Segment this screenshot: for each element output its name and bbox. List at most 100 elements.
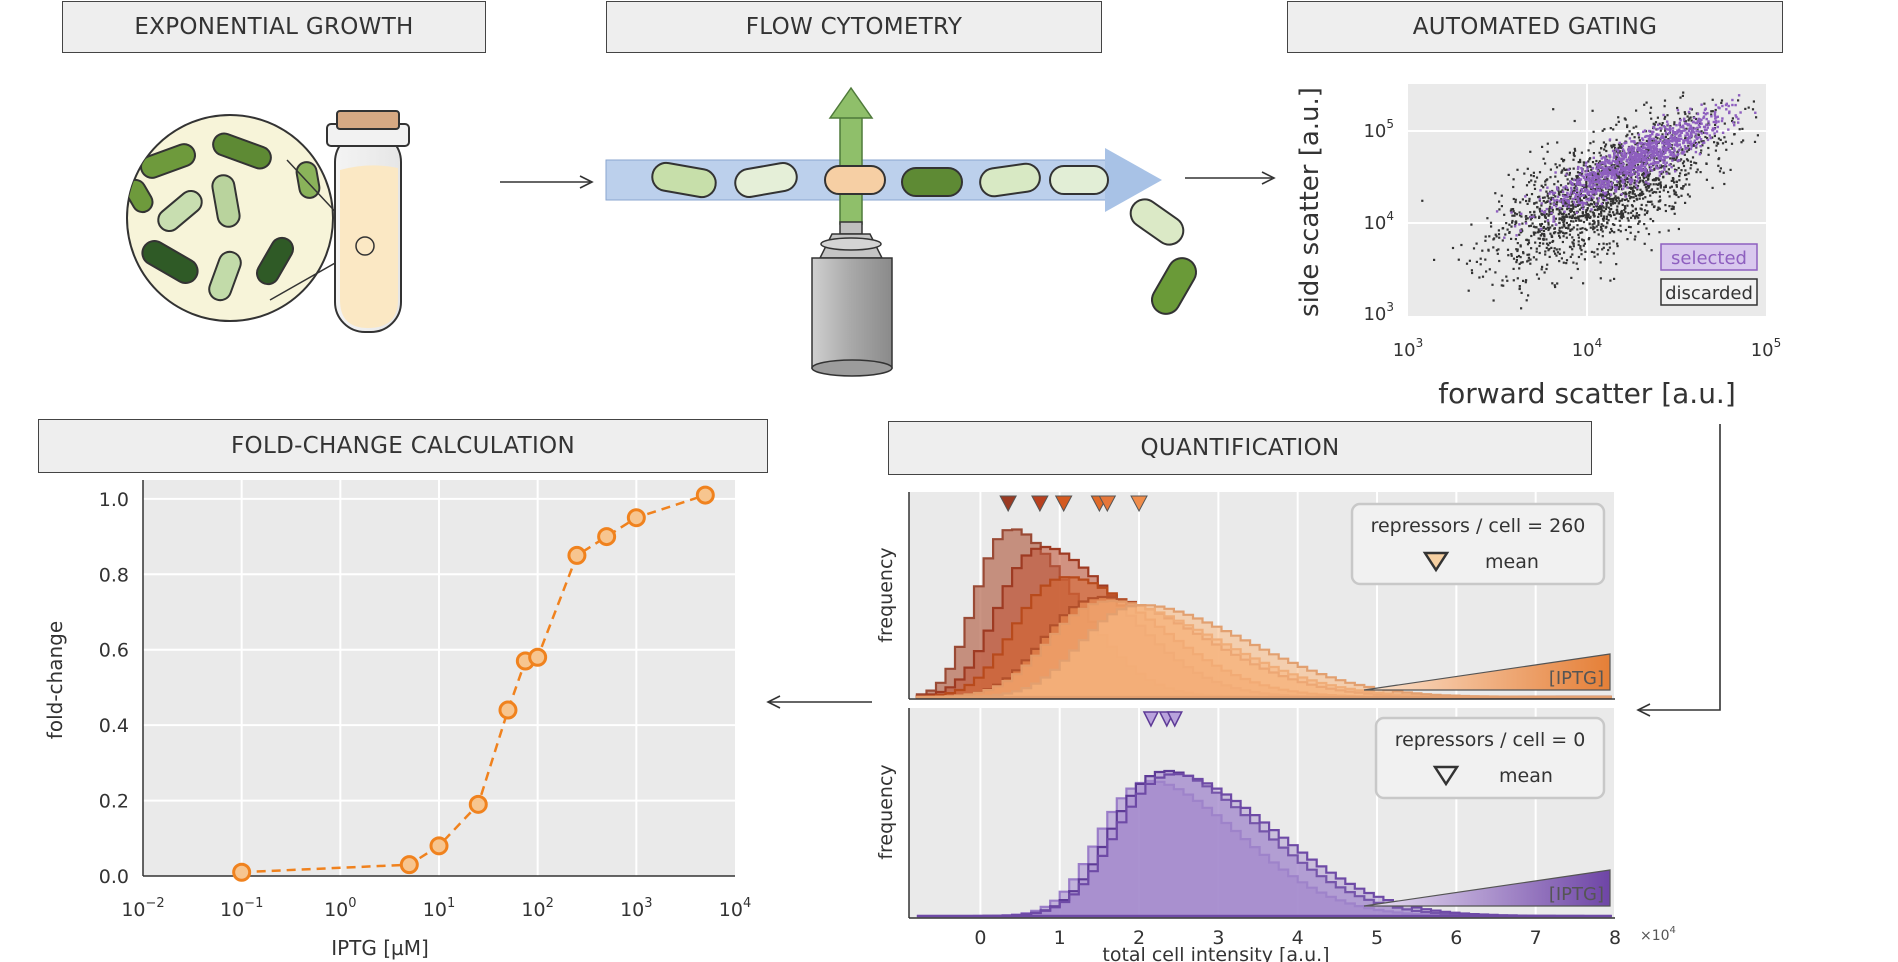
gating-point-discarded: [1571, 192, 1574, 195]
gating-point-selected: [1706, 138, 1710, 142]
gating-point-selected: [1648, 168, 1652, 171]
gating-point-discarded: [1706, 137, 1709, 140]
gating-point-discarded: [1622, 171, 1625, 174]
gating-point-discarded: [1540, 212, 1543, 215]
gating-point-discarded: [1548, 205, 1552, 208]
gating-point-discarded: [1621, 214, 1624, 217]
gating-point-selected: [1578, 191, 1581, 194]
gating-point-discarded: [1651, 203, 1654, 206]
gating-point-discarded: [1669, 157, 1672, 160]
gating-point-discarded: [1670, 208, 1673, 211]
gating-point-discarded: [1673, 193, 1676, 196]
gating-point-selected: [1602, 185, 1606, 189]
gating-point-discarded: [1637, 136, 1641, 139]
gating-point-discarded: [1526, 167, 1529, 170]
gating-point-selected: [1682, 129, 1685, 132]
gating-point-discarded: [1569, 229, 1572, 232]
gating-point-discarded: [1534, 180, 1537, 183]
gating-point-selected: [1594, 172, 1597, 175]
gating-point-selected: [1600, 180, 1603, 183]
gating-ylabel: side scatter [a.u.]: [1295, 87, 1325, 317]
gating-point-discarded: [1605, 176, 1608, 179]
foldchange-xtick: 104: [719, 896, 751, 921]
gating-point-discarded: [1655, 183, 1658, 186]
gating-point-selected: [1654, 142, 1658, 146]
gating-point-selected: [1634, 156, 1637, 159]
gating-point-discarded: [1617, 165, 1620, 168]
gating-point-selected: [1687, 129, 1691, 133]
gating-point-selected: [1716, 115, 1719, 118]
gating-point-selected: [1594, 176, 1597, 180]
gating-point-discarded: [1697, 141, 1701, 144]
gating-point-discarded: [1518, 233, 1521, 236]
gating-point-discarded: [1610, 230, 1614, 233]
gating-point-selected: [1634, 160, 1637, 163]
gating-point-discarded: [1693, 161, 1696, 164]
gating-point-discarded: [1573, 183, 1576, 186]
foldchange-point: [695, 485, 715, 505]
gating-point-discarded: [1658, 122, 1661, 125]
gating-point-selected: [1754, 111, 1757, 114]
gating-point-discarded: [1720, 99, 1724, 102]
gating-point-discarded: [1538, 171, 1542, 174]
gating-point-selected: [1716, 125, 1719, 129]
gating-point-discarded: [1599, 277, 1602, 280]
gating-point-discarded: [1565, 262, 1568, 265]
gating-point-discarded: [1551, 282, 1554, 285]
gating-point-discarded: [1670, 179, 1673, 182]
legend-discarded: discarded: [1665, 283, 1753, 304]
gating-point-discarded: [1537, 230, 1540, 233]
gating-point-selected: [1731, 103, 1734, 107]
gating-point-selected: [1575, 211, 1579, 214]
gating-point-selected: [1709, 136, 1712, 140]
gating-point-discarded: [1663, 186, 1666, 189]
gating-point-selected: [1673, 155, 1677, 158]
gating-point-discarded: [1605, 215, 1608, 218]
gating-point-selected: [1632, 155, 1635, 158]
gating-point-discarded: [1576, 195, 1579, 199]
gating-point-selected: [1662, 160, 1666, 163]
gating-point-selected: [1622, 187, 1625, 190]
gating-point-discarded: [1695, 112, 1698, 115]
gating-point-selected: [1605, 186, 1608, 189]
gating-point-selected: [1686, 146, 1689, 150]
gating-xtick-2: 105: [1751, 336, 1782, 361]
gating-point-discarded: [1544, 253, 1547, 256]
gating-point-discarded: [1581, 227, 1584, 230]
gating-point-selected: [1614, 189, 1617, 192]
gating-point-selected: [1583, 187, 1587, 191]
quant-top-mean-marker: [999, 495, 1017, 513]
gating-point-discarded: [1631, 191, 1634, 194]
gating-point-discarded: [1658, 178, 1661, 181]
gating-point-discarded: [1556, 282, 1559, 285]
gating-point-discarded: [1495, 235, 1498, 238]
gating-point-discarded: [1617, 116, 1620, 119]
gating-point-selected: [1683, 150, 1686, 153]
gating-point-discarded: [1636, 132, 1640, 135]
gating-point-discarded: [1533, 183, 1536, 187]
gating-point-selected: [1616, 170, 1619, 174]
gating-point-selected: [1623, 142, 1626, 145]
gating-point-selected: [1621, 144, 1624, 148]
gating-point-discarded: [1543, 196, 1546, 199]
banner-exponential-growth: EXPONENTIAL GROWTH: [62, 1, 486, 53]
gating-point-selected: [1607, 173, 1610, 177]
gating-point-selected: [1655, 165, 1658, 168]
gating-point-discarded: [1558, 226, 1561, 229]
gating-point-selected: [1655, 133, 1659, 136]
gating-point-selected: [1495, 210, 1499, 213]
gating-point-selected: [1635, 180, 1638, 183]
gating-point-selected: [1606, 169, 1609, 172]
gating-point-discarded: [1563, 218, 1566, 221]
gating-point-discarded: [1648, 172, 1651, 175]
gating-point-discarded: [1615, 156, 1618, 160]
gating-point-selected: [1600, 157, 1603, 160]
gating-point-discarded: [1685, 178, 1688, 181]
gating-point-discarded: [1538, 208, 1541, 211]
gating-point-selected: [1702, 111, 1706, 115]
gating-point-discarded: [1547, 249, 1550, 252]
gating-point-discarded: [1546, 192, 1549, 195]
foldchange-point: [232, 862, 252, 882]
gating-point-discarded: [1600, 193, 1603, 197]
gating-point-selected: [1594, 192, 1597, 195]
